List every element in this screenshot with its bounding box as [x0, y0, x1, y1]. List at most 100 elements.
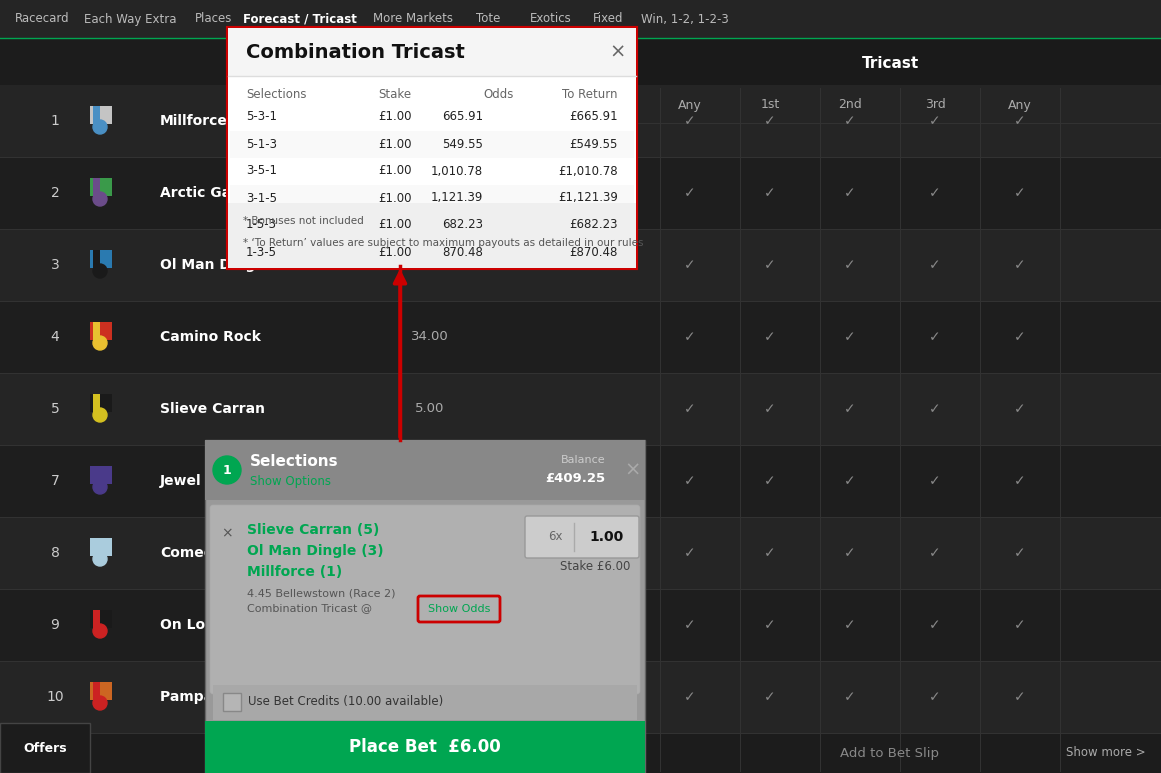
Text: 8: 8	[51, 546, 59, 560]
Text: 10: 10	[46, 690, 64, 704]
Text: Show Options: Show Options	[250, 475, 331, 489]
Text: 870.48: 870.48	[442, 246, 483, 258]
FancyBboxPatch shape	[228, 28, 636, 268]
FancyBboxPatch shape	[93, 178, 100, 196]
Text: Show Odds: Show Odds	[427, 604, 490, 614]
Text: Pampar Lady: Pampar Lady	[160, 690, 262, 704]
Text: Offers: Offers	[23, 741, 67, 754]
Text: * ‘To Return’ values are subject to maximum payouts as detailed in our rules: * ‘To Return’ values are subject to maxi…	[243, 238, 643, 248]
Text: ✓: ✓	[684, 186, 695, 200]
Text: ✓: ✓	[684, 546, 695, 560]
Text: ✓: ✓	[929, 330, 940, 344]
Text: ✓: ✓	[844, 690, 856, 704]
Text: 34.00: 34.00	[411, 331, 449, 343]
Text: To Return: To Return	[562, 87, 618, 100]
FancyBboxPatch shape	[0, 229, 620, 301]
Text: 5.00: 5.00	[416, 403, 445, 416]
Text: Ol Man Dingle (3): Ol Man Dingle (3)	[247, 544, 383, 558]
Text: ✓: ✓	[844, 330, 856, 344]
Text: 3rd: 3rd	[924, 98, 945, 111]
FancyBboxPatch shape	[0, 661, 620, 733]
Text: 3: 3	[51, 258, 59, 272]
FancyBboxPatch shape	[91, 610, 111, 628]
FancyBboxPatch shape	[93, 682, 100, 700]
Text: ✓: ✓	[929, 186, 940, 200]
Text: Combination Tricast @: Combination Tricast @	[247, 603, 372, 613]
Text: ✓: ✓	[764, 258, 776, 272]
Text: Place Bet  £6.00: Place Bet £6.00	[349, 738, 500, 756]
Text: ✓: ✓	[929, 690, 940, 704]
FancyBboxPatch shape	[0, 373, 620, 445]
Text: 1: 1	[223, 464, 231, 476]
Text: Fixed: Fixed	[593, 12, 623, 26]
Text: ✓: ✓	[929, 474, 940, 488]
FancyBboxPatch shape	[91, 394, 111, 412]
Circle shape	[93, 696, 107, 710]
Text: Each Way Extra: Each Way Extra	[84, 12, 176, 26]
Text: ✓: ✓	[1015, 474, 1026, 488]
Text: 665.91: 665.91	[442, 111, 483, 124]
FancyBboxPatch shape	[620, 85, 1161, 157]
FancyBboxPatch shape	[91, 250, 111, 268]
Text: * Bonuses not included: * Bonuses not included	[243, 216, 363, 226]
Text: 3-5-1: 3-5-1	[246, 165, 277, 178]
FancyBboxPatch shape	[0, 0, 1161, 38]
FancyBboxPatch shape	[205, 721, 646, 773]
Text: 4: 4	[51, 330, 59, 344]
Text: Show more >: Show more >	[1066, 747, 1146, 760]
Text: £549.55: £549.55	[570, 138, 618, 151]
Text: 7: 7	[51, 474, 59, 488]
Text: ✓: ✓	[764, 618, 776, 632]
Text: ✓: ✓	[1015, 258, 1026, 272]
Text: 682.23: 682.23	[442, 219, 483, 231]
Text: ✓: ✓	[684, 114, 695, 128]
FancyBboxPatch shape	[620, 38, 1161, 88]
Text: ✓: ✓	[929, 618, 940, 632]
Text: ✓: ✓	[764, 474, 776, 488]
FancyBboxPatch shape	[0, 445, 620, 517]
FancyBboxPatch shape	[230, 239, 634, 266]
FancyBboxPatch shape	[205, 440, 646, 773]
Text: 1.00: 1.00	[590, 530, 625, 544]
Text: Millforce: Millforce	[160, 114, 228, 128]
Text: 1,010.78: 1,010.78	[431, 165, 483, 178]
Text: ×: ×	[610, 43, 626, 62]
FancyBboxPatch shape	[230, 158, 634, 185]
Text: ✓: ✓	[844, 402, 856, 416]
Text: Jewel Of Windsor: Jewel Of Windsor	[160, 474, 294, 488]
Text: Stake £6.00: Stake £6.00	[560, 560, 630, 573]
Text: Balance: Balance	[561, 455, 605, 465]
Text: £1.00: £1.00	[378, 165, 411, 178]
FancyBboxPatch shape	[230, 212, 634, 239]
Text: Slieve Carran (5): Slieve Carran (5)	[247, 523, 380, 537]
Text: 2nd: 2nd	[838, 98, 861, 111]
FancyBboxPatch shape	[620, 517, 1161, 589]
Text: ✓: ✓	[1015, 690, 1026, 704]
Text: £1.00: £1.00	[378, 219, 411, 231]
Text: 5: 5	[51, 402, 59, 416]
FancyBboxPatch shape	[91, 178, 111, 196]
Text: More Markets: More Markets	[373, 12, 453, 26]
Text: 1-3-5: 1-3-5	[246, 246, 277, 258]
FancyBboxPatch shape	[93, 250, 100, 268]
Text: ✓: ✓	[764, 330, 776, 344]
FancyBboxPatch shape	[230, 131, 634, 158]
Text: 1: 1	[51, 114, 59, 128]
Text: ✓: ✓	[684, 330, 695, 344]
Text: Combination Tricast: Combination Tricast	[246, 43, 464, 62]
Text: ✓: ✓	[929, 402, 940, 416]
Text: Places: Places	[195, 12, 232, 26]
Circle shape	[212, 456, 241, 484]
FancyBboxPatch shape	[620, 88, 1161, 123]
Text: £682.23: £682.23	[570, 219, 618, 231]
Text: ✓: ✓	[1015, 186, 1026, 200]
Text: ✓: ✓	[844, 618, 856, 632]
FancyBboxPatch shape	[91, 538, 111, 556]
Text: £409.25: £409.25	[545, 472, 605, 485]
Text: Camino Rock: Camino Rock	[160, 330, 261, 344]
Text: Tricast: Tricast	[861, 56, 918, 70]
FancyBboxPatch shape	[0, 517, 620, 589]
FancyBboxPatch shape	[418, 596, 500, 622]
FancyBboxPatch shape	[620, 373, 1161, 445]
FancyBboxPatch shape	[620, 157, 1161, 229]
